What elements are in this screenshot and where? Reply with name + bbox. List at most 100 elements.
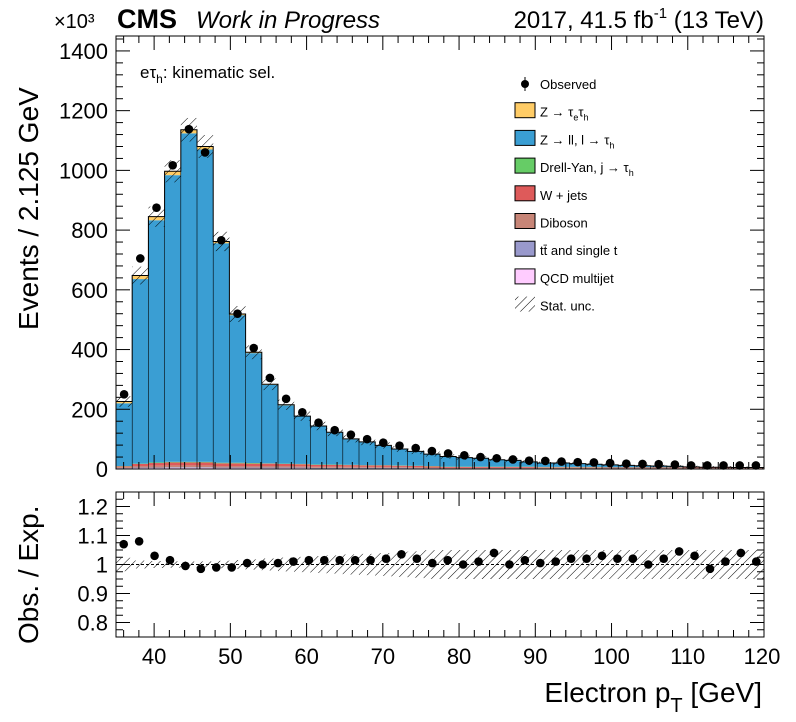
legend-label: tt̄ and single t [540,243,618,258]
observed-point [217,235,226,245]
ratio-point [181,561,190,571]
ratio-points [119,537,761,574]
lumi-energy: (13 TeV) [674,7,764,34]
stack-bar [278,467,295,469]
x-tick-label: 80 [447,644,471,669]
stack-bar [310,467,327,469]
stack-bar [326,466,343,468]
observed-point [735,461,744,470]
stacked-histogram [116,129,764,469]
stack-bar [504,466,521,468]
ratio-y-tick-label: 0.9 [77,582,108,607]
ratio-unc-bin [197,561,214,568]
ratio-point [211,563,221,572]
stack-bar [423,466,440,468]
ratio-point [196,564,206,574]
ratio-point [566,554,576,563]
stack-bar [553,467,570,468]
stack-bar [440,456,457,467]
stack-bar [180,133,197,462]
ratio-point [443,555,453,565]
stack-bar [197,465,214,468]
ratio-point [520,555,530,565]
stack-bar [294,467,311,469]
stack-bar [602,467,619,469]
y-tick-label: 800 [71,218,108,243]
lower-y-axis-title: Obs. / Exp. [13,506,44,645]
observed-point [379,438,388,448]
y-tick-label: 1000 [59,158,108,183]
x-tick-label: 120 [744,644,781,669]
lumi-sup: -1 [654,5,667,22]
ratio-point [751,557,761,566]
ratio-point [705,564,715,574]
observed-point [605,458,615,468]
stack-bar [229,467,246,469]
lower-axes: 0.8 0.9 1 1.1 1.2 40 50 60 70 80 90 100 110 120 [77,491,781,669]
stack-bar [132,466,149,468]
observed-point [281,394,291,404]
ratio-point [721,557,730,566]
x-tick-label: 40 [142,644,166,669]
stack-bar [245,353,262,464]
legend-text: W + jets [540,188,588,203]
stack-bar [229,466,246,468]
ratio-point [381,554,391,563]
stack-bar [213,467,230,469]
ratio-point [659,554,669,563]
stack-bar [197,461,214,463]
stack-bar [148,463,165,466]
stack-bar [569,467,586,468]
stack-bar [245,463,262,467]
stack-bar [440,467,457,469]
observed-point [152,203,161,213]
ratio-point [412,554,422,563]
stack-bar [456,467,473,469]
ratio-unc-bin [537,550,554,579]
status-label: Work in Progress [196,7,380,34]
observed-point [184,124,194,134]
ratio-y-tick-label: 1 [96,553,108,578]
observed-point [670,460,680,469]
stack-bar [132,463,149,467]
observed-point [298,407,307,417]
lumi-label: 2017, 41.5 fb-1 (13 TeV) [514,5,764,34]
stack-bar [261,466,278,468]
stack-bar [407,451,424,466]
legend-label: Z → τeτh [540,105,588,123]
stack-bar [342,467,359,469]
ratio-point [489,548,499,558]
observed-point [686,461,696,470]
stack-bar [423,467,440,469]
stack-bar [326,467,343,469]
y-tick-label: 600 [71,278,108,303]
stack-bar [132,467,149,469]
x-tick-label: 110 [670,644,705,669]
stack-bar [180,465,197,468]
y-tick-label: 0 [96,457,108,482]
legend-swatch [514,102,536,119]
legend-text: h [583,113,588,123]
ratio-point [397,550,406,559]
y-tick-label: 1200 [59,99,108,124]
ratio-point [551,557,561,566]
stack-bar [423,454,440,467]
stack-bar [488,467,505,469]
observed-point [233,309,242,319]
stack-bar [229,315,246,463]
legend-text: Drell-Yan, j → τ [540,160,630,175]
y-tick-label: 1400 [59,39,108,64]
stack-bar [294,416,311,464]
legend-text: Observed [540,77,596,92]
stack-bar [261,384,278,464]
ratio-y-tick-label: 1.1 [77,524,108,549]
stack-bar [229,462,246,464]
ratio-point [674,547,684,556]
stack-bar [456,457,473,467]
legend-text: e [573,113,578,123]
ratio-unc-bin [391,552,408,577]
ratio-unc-bin [132,560,149,569]
category-sub: h [156,72,163,86]
stack-bar [407,467,424,469]
